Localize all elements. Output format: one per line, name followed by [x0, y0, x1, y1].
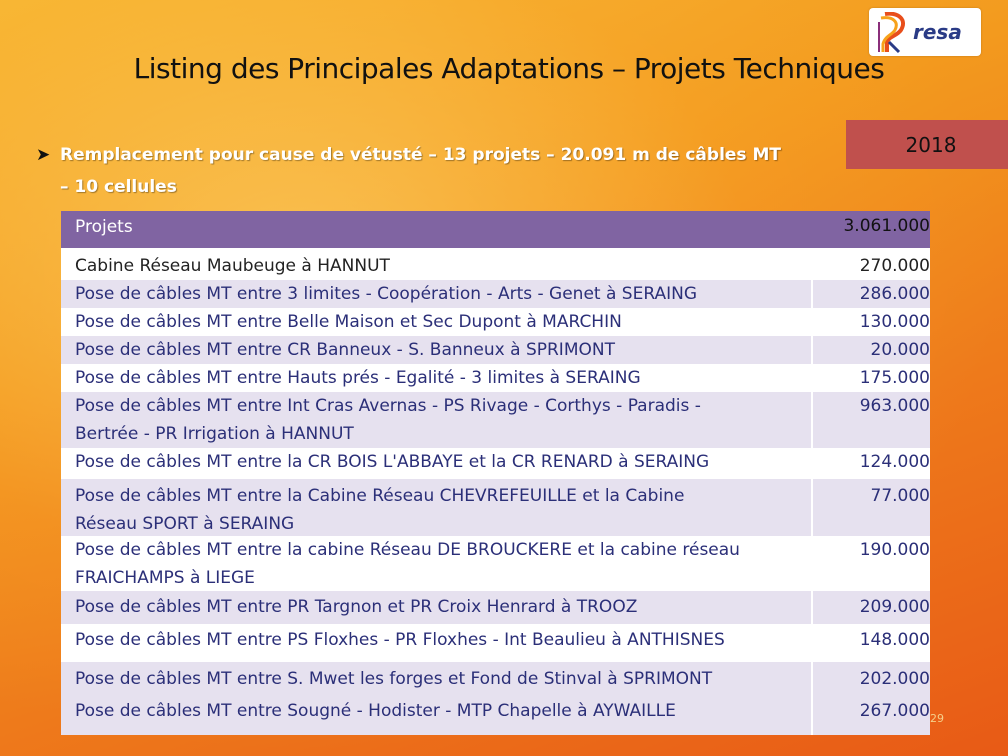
row-label: Pose de câbles MT entre la Cabine Réseau… — [75, 486, 685, 506]
row-amount: 209.000 — [859, 597, 930, 617]
row-label-continued: FRAICHAMPS à LIEGE — [75, 568, 255, 588]
table-row: Pose de câbles MT entre Belle Maison et … — [61, 308, 930, 336]
bullet-text-1: Remplacement pour cause de vétusté – 13 … — [60, 145, 781, 165]
row-amount: 267.000 — [859, 701, 930, 721]
projects-table: Projets 3.061.000 Cabine Réseau Maubeuge… — [61, 211, 930, 735]
row-amount: 270.000 — [859, 256, 930, 276]
row-amount: 124.000 — [859, 452, 930, 472]
table-row: Pose de câbles MT entre CR Banneux - S. … — [61, 336, 930, 364]
table-row: Pose de câbles MT entre 3 limites - Coop… — [61, 280, 930, 308]
table-header-row: Projets — [61, 211, 930, 248]
table-row: Pose de câbles MT entre PR Targnon et PR… — [61, 591, 930, 624]
row-label-continued: Réseau SPORT à SERAING — [75, 514, 295, 534]
row-label: Pose de câbles MT entre CR Banneux - S. … — [75, 340, 615, 360]
table-row: Pose de câbles MT entre S. Mwet les forg… — [61, 662, 930, 735]
row-amount: 202.000 — [859, 669, 930, 689]
resa-logo-text: resa — [913, 20, 962, 44]
header-total: 3.061.000 — [843, 216, 930, 236]
row-label: Pose de câbles MT entre la CR BOIS L'ABB… — [75, 452, 710, 472]
row-label: Pose de câbles MT entre PR Targnon et PR… — [75, 597, 638, 617]
row-label-continued: Bertrée - PR Irrigation à HANNUT — [75, 424, 354, 444]
column-divider — [811, 248, 813, 735]
bullet-line-2: – 10 cellules — [60, 168, 816, 206]
row-amount: 20.000 — [870, 340, 930, 360]
row-label: Pose de câbles MT entre S. Mwet les forg… — [75, 669, 713, 689]
row-amount: 77.000 — [870, 486, 930, 506]
row-amount: 286.000 — [859, 284, 930, 304]
section-bullet: ➤ Remplacement pour cause de vétusté – 13… — [36, 136, 816, 206]
arrow-bullet-icon: ➤ — [36, 145, 51, 165]
row-label: Pose de câbles MT entre PS Floxhes - PR … — [75, 630, 725, 650]
table-row: Pose de câbles MT entre Hauts prés - Ega… — [61, 364, 930, 392]
row-label: Pose de câbles MT entre Int Cras Avernas… — [75, 396, 701, 416]
year-badge: 2018 — [846, 120, 1008, 169]
row-label: Pose de câbles MT entre Hauts prés - Ega… — [75, 368, 641, 388]
row-label: Pose de câbles MT entre Belle Maison et … — [75, 312, 622, 332]
table-row: Pose de câbles MT entre PS Floxhes - PR … — [61, 624, 930, 662]
row-amount: 963.000 — [859, 396, 930, 416]
table-row: Pose de câbles MT entre la Cabine Réseau… — [61, 479, 930, 536]
header-label: Projets — [75, 217, 133, 237]
row-label: Pose de câbles MT entre 3 limites - Coop… — [75, 284, 697, 304]
resa-logo: resa — [869, 8, 981, 56]
row-amount: 190.000 — [859, 540, 930, 560]
row-label: Cabine Réseau Maubeuge à HANNUT — [75, 256, 390, 276]
bullet-text-2: – 10 cellules — [60, 177, 177, 197]
table-row: Cabine Réseau Maubeuge à HANNUT 270.000 — [61, 248, 930, 280]
row-amount: 175.000 — [859, 368, 930, 388]
table-row: Pose de câbles MT entre la cabine Réseau… — [61, 536, 930, 591]
page-number: 29 — [930, 712, 944, 725]
bullet-line-1: ➤ Remplacement pour cause de vétusté – 13… — [36, 136, 816, 174]
row-amount: 148.000 — [859, 630, 930, 650]
resa-logo-icon — [878, 12, 905, 54]
row-label: Pose de câbles MT entre Sougné - Hodiste… — [75, 701, 676, 721]
row-amount: 130.000 — [859, 312, 930, 332]
row-label: Pose de câbles MT entre la cabine Réseau… — [75, 540, 740, 560]
table-row: Pose de câbles MT entre Int Cras Avernas… — [61, 392, 930, 448]
page-title: Listing des Principales Adaptations – Pr… — [133, 52, 885, 85]
table-row: Pose de câbles MT entre la CR BOIS L'ABB… — [61, 448, 930, 479]
